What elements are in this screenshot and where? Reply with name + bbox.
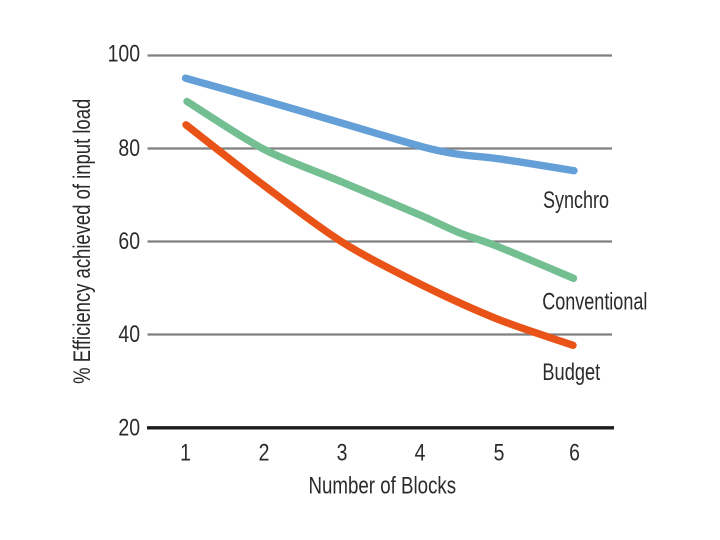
svg-text:2: 2	[259, 439, 270, 466]
svg-text:20: 20	[118, 414, 140, 441]
svg-text:100: 100	[108, 40, 140, 67]
svg-text:3: 3	[337, 439, 348, 466]
svg-text:40: 40	[118, 320, 140, 347]
svg-text:Number of Blocks: Number of Blocks	[308, 472, 456, 499]
svg-text:4: 4	[415, 439, 426, 466]
svg-text:Synchro: Synchro	[543, 188, 609, 214]
svg-text:5: 5	[494, 439, 505, 466]
svg-text:80: 80	[118, 134, 140, 161]
svg-text:60: 60	[118, 227, 140, 254]
svg-text:Conventional: Conventional	[542, 289, 647, 315]
svg-text:6: 6	[569, 439, 580, 466]
svg-text:% Efficiency achieved of input: % Efficiency achieved of input load	[69, 99, 96, 384]
svg-text:1: 1	[180, 439, 191, 466]
svg-text:Budget: Budget	[542, 359, 600, 386]
